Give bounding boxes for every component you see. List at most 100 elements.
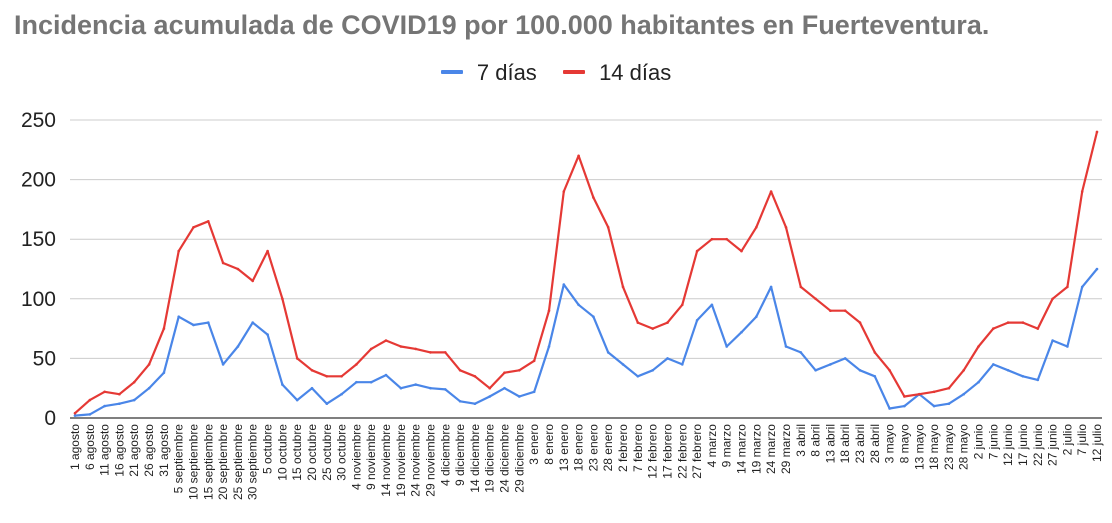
- x-tick-label: 24 marzo: [764, 424, 778, 474]
- x-tick-label: 20 septiembre: [216, 424, 230, 500]
- data-point: [147, 386, 151, 390]
- data-point: [73, 411, 77, 415]
- x-tick-label: 18 abril: [838, 424, 852, 463]
- data-point: [162, 371, 166, 375]
- x-tick-label: 28 enero: [601, 424, 615, 472]
- data-point: [858, 369, 862, 372]
- data-point: [444, 388, 447, 391]
- data-point: [281, 383, 284, 386]
- data-point: [1021, 321, 1025, 324]
- x-tick-label: 13 enero: [557, 424, 571, 472]
- data-point: [695, 319, 699, 322]
- x-tick-label: 29 noviembre: [423, 424, 437, 497]
- data-point: [858, 321, 862, 324]
- data-point: [414, 347, 418, 351]
- data-point: [325, 402, 329, 406]
- x-tick-label: 3 mayo: [883, 424, 897, 464]
- data-point: [399, 345, 403, 348]
- x-tick-label: 21 agosto: [127, 424, 141, 477]
- legend-item-14-dias[interactable]: 14 días: [562, 60, 672, 86]
- x-tick-label: 15 septiembre: [201, 424, 215, 500]
- data-point: [592, 315, 595, 319]
- data-point: [236, 345, 240, 348]
- data-point: [843, 309, 847, 313]
- x-tick-label: 13 mayo: [912, 424, 926, 470]
- data-point: [932, 404, 936, 408]
- data-point: [251, 279, 254, 283]
- data-point: [177, 249, 180, 253]
- data-point: [621, 285, 625, 289]
- data-point: [266, 333, 269, 336]
- data-point: [473, 375, 477, 378]
- data-point: [266, 249, 269, 253]
- data-point: [473, 402, 477, 406]
- data-point: [488, 395, 492, 398]
- data-point: [666, 321, 669, 324]
- x-tick-label: 7 febrero: [631, 424, 645, 472]
- data-point: [295, 398, 299, 402]
- data-point: [932, 390, 936, 394]
- y-tick-label: 100: [21, 288, 56, 311]
- x-tick-label: 25 septiembre: [231, 424, 245, 500]
- data-point: [132, 398, 136, 402]
- data-point: [947, 402, 951, 406]
- x-tick-label: 10 septiembre: [186, 424, 200, 500]
- x-tick-label: 26 agosto: [142, 424, 156, 477]
- data-point: [547, 309, 551, 313]
- data-point: [88, 413, 92, 416]
- data-point: [784, 226, 788, 229]
- legend-item-7-dias[interactable]: 7 días: [440, 60, 537, 86]
- legend-label-14-dias: 14 días: [599, 60, 672, 85]
- data-point: [532, 390, 536, 394]
- x-tick-label: 19 diciembre: [483, 424, 497, 493]
- data-point: [429, 386, 432, 390]
- data-point: [207, 220, 210, 223]
- y-tick-label: 50: [33, 347, 56, 370]
- data-point: [207, 321, 210, 324]
- data-point: [888, 369, 891, 372]
- x-tick-label: 23 enero: [586, 424, 600, 472]
- data-point: [873, 351, 877, 354]
- x-tick-label: 12 julio: [1090, 424, 1104, 462]
- data-point: [1036, 378, 1040, 382]
- data-point: [162, 327, 166, 330]
- x-tick-label: 23 abril: [853, 424, 867, 463]
- data-point: [503, 371, 506, 375]
- data-point: [325, 375, 329, 378]
- data-point: [962, 369, 965, 372]
- data-point: [547, 345, 551, 348]
- data-point: [310, 386, 314, 390]
- data-point: [843, 357, 847, 360]
- data-point: [592, 196, 595, 199]
- data-point: [740, 330, 743, 334]
- x-tick-label: 9 diciembre: [453, 424, 467, 486]
- data-point: [1095, 130, 1099, 134]
- data-point: [606, 226, 610, 229]
- data-point: [1036, 327, 1040, 330]
- x-tick-label: 14 diciembre: [468, 424, 482, 493]
- data-point: [918, 392, 921, 396]
- x-tick-label: 24 diciembre: [498, 424, 512, 493]
- data-point: [1080, 285, 1084, 289]
- x-tick-label: 6 agosto: [83, 424, 97, 470]
- series-line-14-dias: [73, 130, 1099, 415]
- y-tick-label: 150: [21, 228, 56, 251]
- x-tick-label: 28 mayo: [957, 424, 971, 470]
- data-point: [488, 386, 492, 390]
- data-point: [132, 380, 136, 384]
- x-tick-label: 27 febrero: [690, 424, 704, 479]
- data-point: [873, 375, 877, 378]
- x-tick-label: 30 octubre: [335, 424, 349, 481]
- x-tick-label: 24 noviembre: [409, 424, 423, 497]
- data-point: [118, 402, 121, 406]
- data-point: [340, 375, 343, 378]
- data-point: [710, 303, 714, 307]
- x-tick-label: 23 mayo: [942, 424, 956, 470]
- data-point: [192, 226, 195, 229]
- data-point: [118, 392, 121, 396]
- y-tick-label: 250: [21, 109, 56, 132]
- data-point: [977, 345, 980, 348]
- legend-swatch-14-dias: [562, 70, 585, 75]
- data-point: [384, 339, 388, 342]
- x-tick-label: 2 julio: [1060, 424, 1074, 456]
